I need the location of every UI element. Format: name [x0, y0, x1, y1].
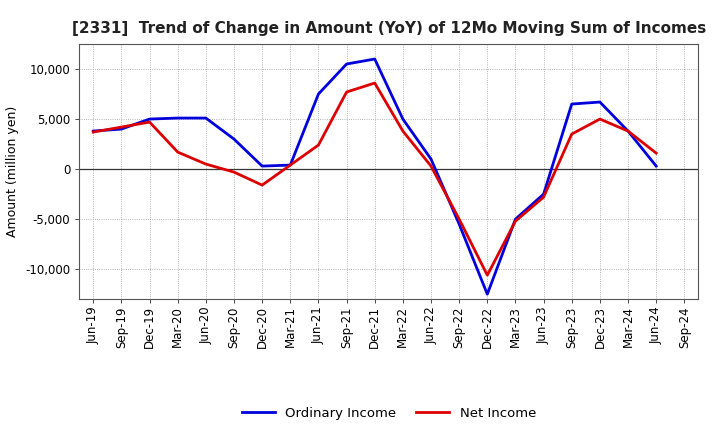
Y-axis label: Amount (million yen): Amount (million yen) — [6, 106, 19, 237]
Net Income — [230, 169, 238, 175]
Net Income — [342, 89, 351, 95]
Net Income — [399, 128, 408, 134]
Ordinary Income — [511, 216, 520, 222]
Ordinary Income — [230, 136, 238, 142]
Ordinary Income — [539, 191, 548, 197]
Ordinary Income — [427, 157, 436, 162]
Net Income — [539, 194, 548, 200]
Net Income — [567, 132, 576, 137]
Legend: Ordinary Income, Net Income: Ordinary Income, Net Income — [236, 402, 541, 425]
Net Income — [89, 129, 98, 135]
Ordinary Income — [370, 56, 379, 62]
Ordinary Income — [174, 115, 182, 121]
Net Income — [370, 81, 379, 86]
Net Income — [258, 183, 266, 188]
Net Income — [483, 272, 492, 278]
Net Income — [652, 150, 660, 156]
Ordinary Income — [202, 115, 210, 121]
Net Income — [427, 163, 436, 169]
Ordinary Income — [595, 99, 604, 105]
Net Income — [174, 150, 182, 155]
Ordinary Income — [314, 92, 323, 97]
Net Income — [455, 216, 464, 222]
Ordinary Income — [89, 128, 98, 134]
Ordinary Income — [624, 128, 632, 134]
Line: Net Income: Net Income — [94, 83, 656, 275]
Ordinary Income — [342, 61, 351, 66]
Net Income — [202, 161, 210, 167]
Ordinary Income — [483, 292, 492, 297]
Ordinary Income — [567, 101, 576, 106]
Net Income — [511, 219, 520, 224]
Ordinary Income — [455, 221, 464, 227]
Ordinary Income — [399, 117, 408, 122]
Net Income — [286, 162, 294, 168]
Ordinary Income — [117, 126, 126, 132]
Net Income — [624, 128, 632, 134]
Ordinary Income — [258, 163, 266, 169]
Ordinary Income — [286, 162, 294, 168]
Line: Ordinary Income: Ordinary Income — [94, 59, 656, 294]
Title: [2331]  Trend of Change in Amount (YoY) of 12Mo Moving Sum of Incomes: [2331] Trend of Change in Amount (YoY) o… — [72, 21, 706, 36]
Net Income — [314, 143, 323, 148]
Net Income — [595, 117, 604, 122]
Net Income — [117, 125, 126, 130]
Ordinary Income — [145, 117, 154, 122]
Ordinary Income — [652, 163, 660, 169]
Net Income — [145, 119, 154, 125]
